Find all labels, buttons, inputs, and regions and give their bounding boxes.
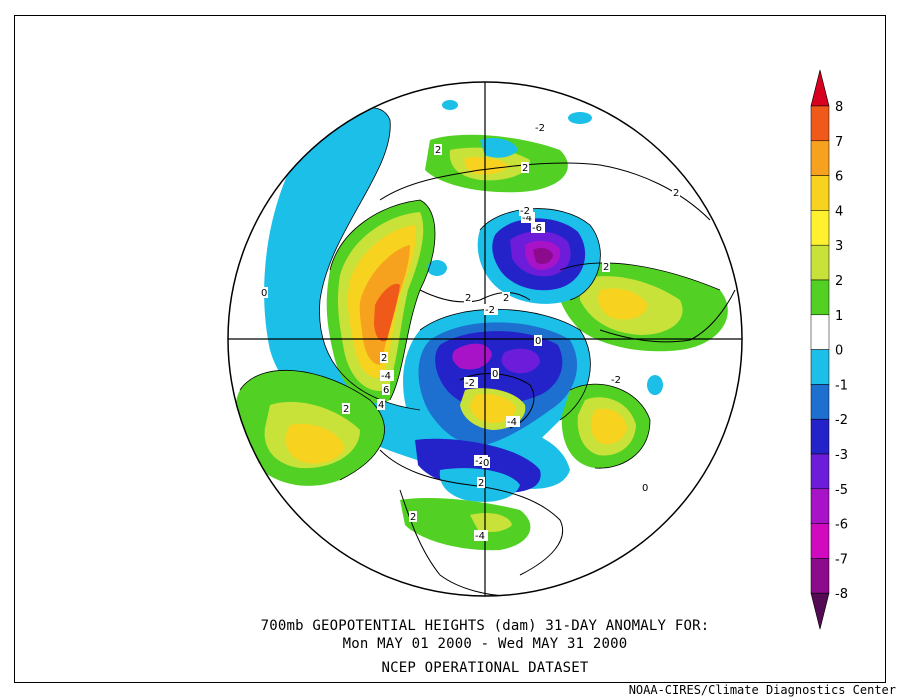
contour-label: 2 — [603, 262, 609, 273]
colorbar-swatch — [810, 418, 830, 455]
contour-label-bg — [521, 212, 535, 223]
colorbar-swatch — [810, 244, 830, 281]
map-boundary — [227, 81, 743, 597]
contour-label: 0 — [535, 336, 541, 347]
contour-label: -4 — [381, 371, 391, 382]
colorbar-label: 7 — [835, 135, 843, 150]
contour-label: -2 — [475, 456, 485, 467]
colorbar-label: -2 — [835, 413, 848, 428]
colorbar-swatch — [810, 105, 830, 142]
contour-label: 0 — [483, 458, 489, 469]
credit-text: NOAA-CIRES/Climate Diagnostics Center — [628, 683, 896, 697]
contour-label-bg — [342, 403, 350, 414]
colorbar-label: -1 — [835, 378, 848, 393]
contour-label: 2 — [522, 163, 528, 174]
contour-label-bg — [602, 261, 610, 272]
colorbar-swatch — [810, 175, 830, 211]
contour-label: 2 — [478, 478, 484, 489]
contour-label-bg — [377, 399, 385, 410]
title-line-1: 700mb GEOPOTENTIAL HEIGHTS (dam) 31-DAY … — [260, 618, 710, 634]
colorbar-swatch — [810, 210, 830, 246]
contour-label: 2 — [381, 353, 387, 364]
contour-label-bg — [672, 187, 680, 198]
contour-label-bg — [491, 368, 499, 379]
contour-label: -2 — [520, 206, 530, 217]
colorbar-swatch — [810, 314, 830, 350]
colorbar-label: -7 — [835, 552, 848, 567]
colorbar-label: 2 — [835, 274, 843, 289]
contour-label-bg — [477, 477, 485, 488]
contour-label: 6 — [383, 385, 389, 396]
colorbar-swatch — [810, 279, 830, 316]
contour-label-bg — [484, 304, 498, 315]
colorbar-label: -8 — [835, 587, 848, 602]
contour-label: -2 — [485, 305, 495, 316]
colorbar-swatch — [810, 384, 830, 420]
contour-label-bg — [482, 457, 490, 468]
contour-label: 2 — [435, 145, 441, 156]
contour-label-bg — [531, 222, 545, 233]
colorbar-swatch — [810, 349, 830, 385]
contour-label: 2 — [503, 293, 509, 304]
contour-label-bg — [502, 292, 510, 303]
colorbar-swatch — [810, 140, 830, 176]
plot-frame — [14, 15, 886, 683]
contour-label-bg — [380, 370, 394, 381]
contour-label-bg — [260, 287, 268, 298]
title-line-2: Mon MAY 01 2000 - Wed MAY 31 2000 — [342, 636, 628, 652]
contour-label-bg — [409, 511, 417, 522]
colorbar-swatch — [810, 523, 830, 559]
colorbar-swatch — [810, 558, 830, 594]
contour-label-bg — [521, 162, 529, 173]
contour-label: 0 — [261, 288, 267, 299]
contour-label: -4 — [507, 417, 517, 428]
contour-label-bg — [474, 455, 488, 466]
title-line-3: NCEP OPERATIONAL DATASET — [381, 660, 589, 676]
contour-label: 2 — [410, 512, 416, 523]
contour-label-bg — [464, 292, 472, 303]
contour-label: 0 — [492, 369, 498, 380]
contour-label-bg — [641, 482, 649, 493]
colorbar-label: 4 — [835, 204, 843, 219]
colorbar-label: 0 — [835, 344, 843, 359]
contour-label-bg — [464, 377, 478, 388]
contour-label-bg — [519, 205, 533, 216]
contour-label-bg — [610, 374, 624, 385]
contour-label: -4 — [522, 213, 532, 224]
contour-label: -2 — [611, 375, 621, 386]
contour-label: 2 — [673, 188, 679, 199]
colorbar-label: 1 — [835, 309, 843, 324]
contour-label: -2 — [535, 123, 545, 134]
contour-label-bg — [534, 122, 548, 133]
contour-label: -2 — [465, 378, 475, 389]
contour-label: 4 — [378, 400, 384, 411]
contour-label-bg — [474, 530, 488, 541]
contour-label: -6 — [532, 223, 542, 234]
colorbar-swatch — [810, 453, 830, 490]
contour-label: 2 — [343, 404, 349, 415]
colorbar-label: 6 — [835, 170, 843, 185]
colorbar-label: 3 — [835, 239, 843, 254]
colorbar-label: -3 — [835, 448, 848, 463]
contour-label: 0 — [642, 483, 648, 494]
contour-label-bg — [380, 352, 388, 363]
colorbar-label: -5 — [835, 483, 848, 498]
contour-label-bg — [382, 384, 390, 395]
contour-label-bg — [534, 335, 542, 346]
contour-label-bg — [434, 144, 442, 155]
colorbar-top-arrow — [810, 69, 830, 107]
colorbar-label: 8 — [835, 100, 843, 115]
contour-label: -4 — [475, 531, 485, 542]
colorbar-label: -6 — [835, 518, 848, 533]
contour-label: 2 — [465, 293, 471, 304]
colorbar-swatch — [810, 488, 830, 524]
coastlines — [379, 162, 736, 596]
colorbar-bottom-arrow — [810, 592, 830, 630]
contour-label-bg — [506, 416, 520, 427]
